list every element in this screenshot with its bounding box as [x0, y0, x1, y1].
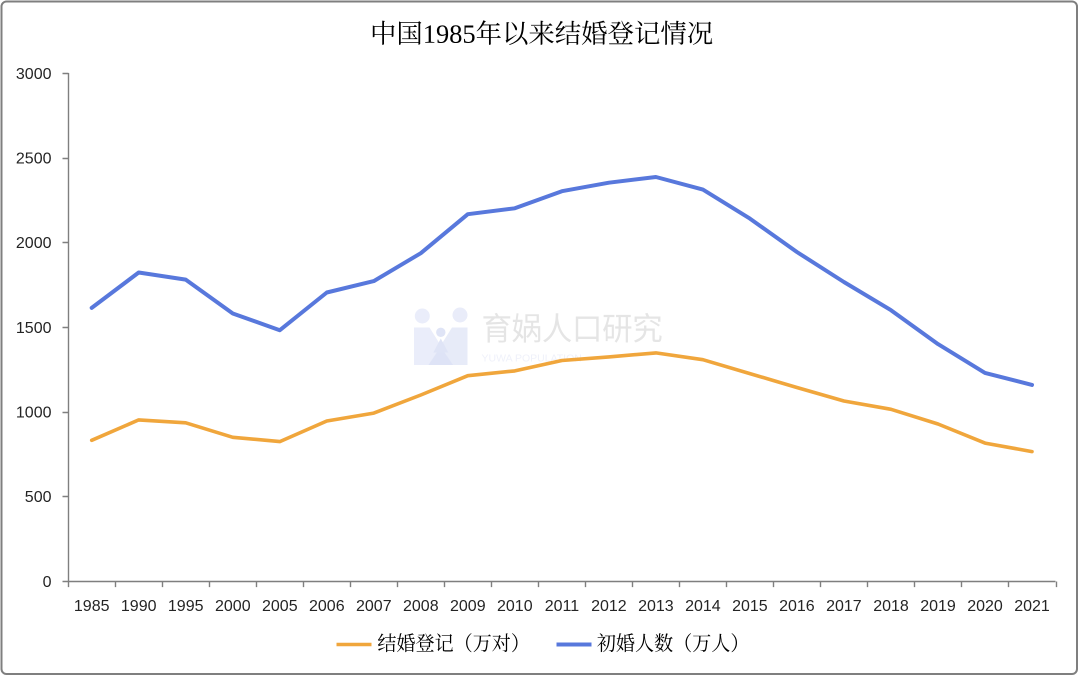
svg-text:1995: 1995 [168, 598, 204, 615]
svg-text:2021: 2021 [1014, 598, 1050, 615]
svg-text:2015: 2015 [732, 598, 768, 615]
svg-text:1500: 1500 [16, 320, 52, 337]
svg-text:2017: 2017 [826, 598, 862, 615]
svg-text:2019: 2019 [920, 598, 956, 615]
svg-text:2009: 2009 [450, 598, 486, 615]
svg-text:2013: 2013 [638, 598, 674, 615]
svg-text:1990: 1990 [121, 598, 157, 615]
svg-text:2016: 2016 [779, 598, 815, 615]
svg-text:1985: 1985 [74, 598, 110, 615]
svg-text:2007: 2007 [356, 598, 392, 615]
svg-text:0: 0 [43, 574, 52, 591]
svg-text:2020: 2020 [967, 598, 1003, 615]
svg-text:2005: 2005 [262, 598, 298, 615]
svg-text:3000: 3000 [16, 66, 52, 83]
svg-text:500: 500 [25, 489, 52, 506]
svg-text:2000: 2000 [16, 235, 52, 252]
svg-text:2000: 2000 [215, 598, 251, 615]
svg-text:2011: 2011 [545, 598, 580, 615]
svg-text:2018: 2018 [873, 598, 909, 615]
svg-text:2500: 2500 [16, 151, 52, 168]
svg-text:2006: 2006 [309, 598, 345, 615]
svg-text:1000: 1000 [16, 405, 52, 422]
svg-text:2012: 2012 [591, 598, 627, 615]
svg-text:2014: 2014 [685, 598, 721, 615]
svg-text:2010: 2010 [497, 598, 533, 615]
svg-text:2008: 2008 [403, 598, 439, 615]
